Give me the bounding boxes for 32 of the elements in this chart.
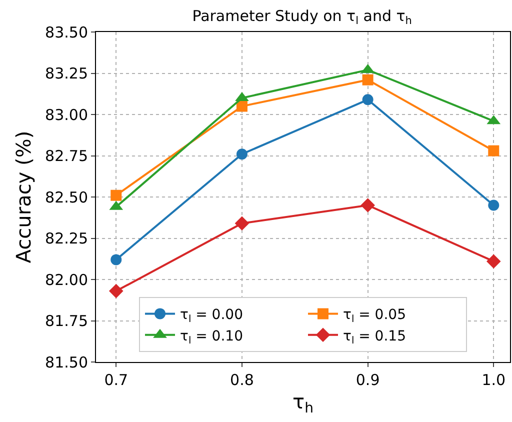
- y-tick-label: 83.00: [45, 106, 88, 124]
- x-tick-label: 1.0: [482, 371, 506, 389]
- point: [488, 200, 500, 211]
- y-tick-label: 83.50: [45, 23, 88, 42]
- point: [362, 94, 374, 106]
- y-tick-label: 82.25: [45, 230, 88, 248]
- point: [236, 100, 248, 112]
- y-tick-label: 81.50: [45, 353, 88, 372]
- x-tick-label: 0.7: [104, 371, 128, 389]
- y-tick-label: 83.25: [45, 64, 88, 82]
- point: [488, 145, 500, 156]
- point: [236, 148, 248, 160]
- x-axis-title: τ$_{h}$: [292, 390, 314, 417]
- y-tick-label: 82.50: [45, 188, 88, 206]
- x-tick-label: 0.8: [230, 371, 254, 389]
- x-tick-label: 0.9: [356, 371, 380, 389]
- y-tick-label: 82.75: [45, 147, 88, 165]
- y-tick-label: 82.00: [45, 270, 88, 289]
- point: [108, 284, 124, 298]
- point: [234, 216, 250, 231]
- point: [110, 254, 122, 266]
- y-axis-title: Accuracy (%): [12, 130, 36, 264]
- point: [486, 254, 501, 268]
- y-tick-label: 81.75: [45, 312, 88, 330]
- legend-label: τ$_{l}$ = 0.05: [343, 307, 406, 326]
- chart-title: Parameter Study on τ$_{l}$ and τ$_{h}$: [192, 7, 412, 28]
- legend-label: τ$_{l}$ = 0.10: [180, 328, 243, 346]
- legend-label: τ$_{l}$ = 0.00: [180, 307, 243, 326]
- point: [362, 74, 374, 86]
- point: [360, 198, 375, 212]
- point: [110, 190, 122, 201]
- legend-label: τ$_{l}$ = 0.15: [343, 328, 406, 346]
